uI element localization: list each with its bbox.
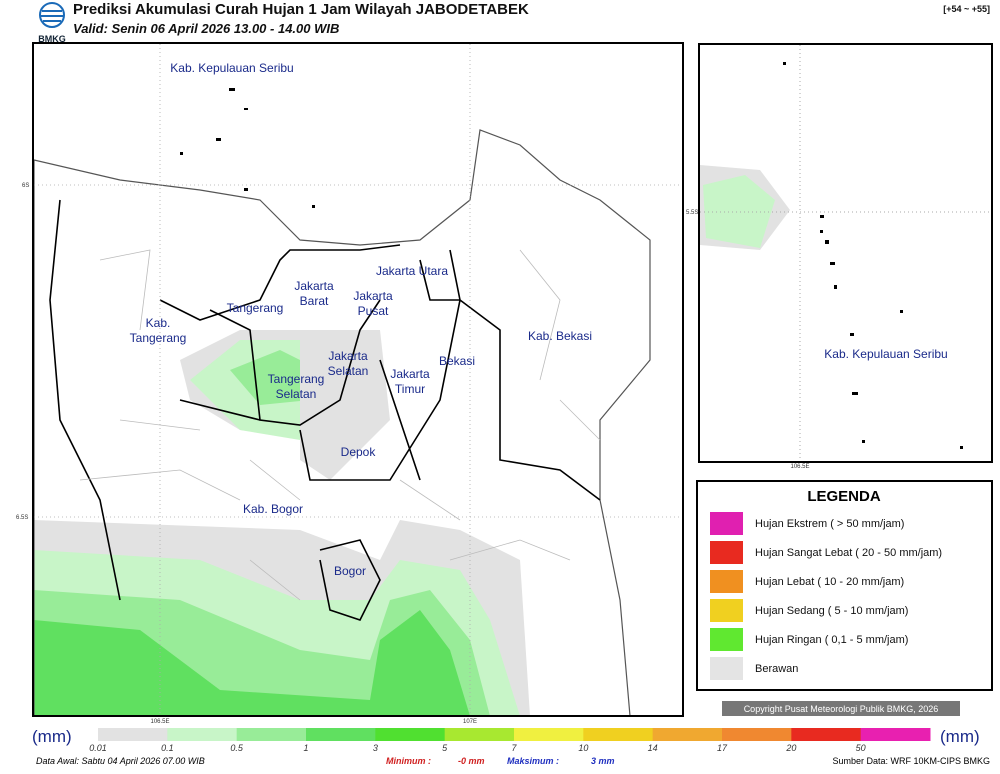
colorbar-segment bbox=[375, 728, 446, 741]
colorbar-segment bbox=[652, 728, 723, 741]
region-label: Kab. Bekasi bbox=[528, 329, 592, 343]
colorbar-tick: 0.5 bbox=[230, 743, 244, 753]
colorbar-segment bbox=[860, 728, 931, 741]
legend-label: Hujan Ringan ( 0,1 - 5 mm/jam) bbox=[755, 634, 908, 646]
legend-label: Hujan Sedang ( 5 - 10 mm/jam) bbox=[755, 605, 908, 617]
copyright-bg bbox=[722, 701, 960, 716]
colorbar-tick: 17 bbox=[717, 743, 728, 753]
region-label: Jakarta Selatan bbox=[328, 349, 369, 378]
colorbar-segment bbox=[444, 728, 515, 741]
grid-label: 5.5S bbox=[686, 210, 698, 216]
legend-label: Berawan bbox=[755, 663, 798, 675]
colorbar-segment bbox=[98, 728, 168, 741]
legend-swatch bbox=[710, 628, 743, 651]
region-label: Kab. Tangerang bbox=[130, 316, 187, 345]
initial-data: Data Awal: Sabtu 04 April 2026 07.00 WIB bbox=[36, 756, 205, 766]
min-value: -0 mm bbox=[458, 756, 485, 766]
region-label: Kab. Kepulauan Seribu bbox=[170, 61, 293, 75]
legend-swatch bbox=[710, 512, 743, 535]
legend-label: Hujan Ekstrem ( > 50 mm/jam) bbox=[755, 518, 904, 530]
region-label: Kab. Kepulauan Seribu bbox=[824, 347, 947, 361]
region-label: Jakarta Utara bbox=[376, 264, 448, 278]
colorbar-unit: (mm) bbox=[32, 727, 72, 746]
grid-label: 6S bbox=[22, 183, 29, 189]
colorbar-segment bbox=[722, 728, 792, 741]
min-label: Minimum : bbox=[386, 756, 431, 766]
region-label: Tangerang bbox=[227, 301, 284, 315]
colorbar-segment bbox=[791, 728, 862, 741]
colorbar-tick: 0.1 bbox=[161, 743, 174, 753]
legend-box bbox=[696, 480, 993, 691]
inset-map bbox=[698, 43, 993, 463]
copyright: Copyright Pusat Meteorologi Publik BMKG,… bbox=[744, 704, 939, 714]
grid-label: 106.5E bbox=[790, 464, 809, 470]
colorbar-segment bbox=[514, 728, 584, 741]
legend-swatch bbox=[710, 541, 743, 564]
region-label: Jakarta Pusat bbox=[353, 289, 393, 318]
region-label: Kab. Bogor bbox=[243, 502, 303, 516]
max-label: Maksimum : bbox=[507, 756, 559, 766]
title: Prediksi Akumulasi Curah Hujan 1 Jam Wil… bbox=[73, 1, 529, 18]
colorbar-tick: 5 bbox=[442, 743, 448, 753]
grid-label: 6.5S bbox=[16, 515, 28, 521]
max-value: 3 mm bbox=[591, 756, 615, 766]
logo-text: BMKG bbox=[38, 34, 66, 44]
legend-title: LEGENDA bbox=[807, 488, 881, 505]
colorbar-segment bbox=[583, 728, 654, 741]
main-map bbox=[32, 42, 684, 717]
region-label: Bekasi bbox=[439, 354, 475, 368]
colorbar-tick: 3 bbox=[373, 743, 378, 753]
colorbar-tick: 7 bbox=[511, 743, 517, 753]
colorbar-segment bbox=[236, 728, 307, 741]
legend-swatch bbox=[710, 657, 743, 680]
colorbar-tick: 10 bbox=[578, 743, 588, 753]
colorbar-unit: (mm) bbox=[940, 727, 980, 746]
region-label: Bogor bbox=[334, 564, 366, 578]
region-label: Depok bbox=[341, 445, 377, 459]
grid-label: 106.5E bbox=[150, 719, 169, 725]
region-label: Jakarta Barat bbox=[294, 279, 334, 308]
legend-swatch bbox=[710, 570, 743, 593]
colorbar-tick: 50 bbox=[856, 743, 866, 753]
grid-label: 107E bbox=[463, 719, 477, 725]
logo: BMKG bbox=[38, 2, 66, 44]
range: [+54 ~ +55] bbox=[943, 4, 990, 14]
colorbar-tick: 20 bbox=[785, 743, 796, 753]
valid: Valid: Senin 06 April 2026 13.00 - 14.00… bbox=[73, 21, 339, 36]
colorbar-segment bbox=[306, 728, 376, 741]
colorbar-tick: 14 bbox=[648, 743, 658, 753]
colorbar-tick: 0.01 bbox=[89, 743, 107, 753]
colorbar-segment bbox=[167, 728, 238, 741]
legend-label: Hujan Sangat Lebat ( 20 - 50 mm/jam) bbox=[755, 547, 942, 559]
colorbar-tick: 1 bbox=[303, 743, 308, 753]
region-label: Jakarta Timur bbox=[390, 367, 430, 396]
source: Sumber Data: WRF 10KM-CIPS BMKG bbox=[832, 756, 990, 766]
legend-swatch bbox=[710, 599, 743, 622]
region-label: Tangerang Selatan bbox=[268, 372, 325, 401]
legend-label: Hujan Lebat ( 10 - 20 mm/jam) bbox=[755, 576, 904, 588]
